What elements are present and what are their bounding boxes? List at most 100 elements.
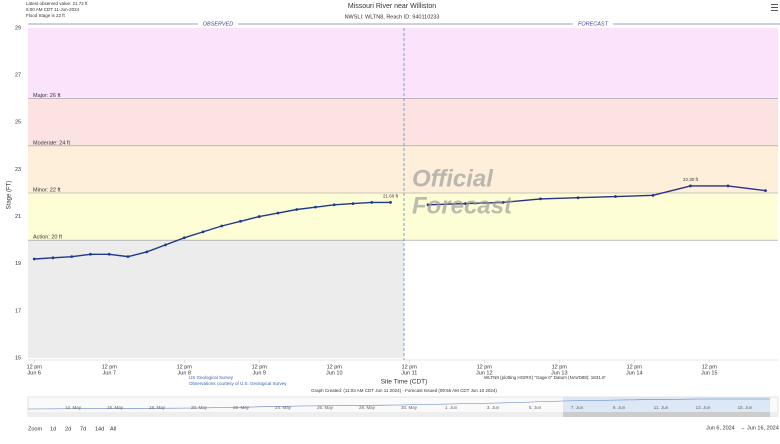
data-point — [539, 197, 542, 201]
navigator-label: 11. Jun — [654, 405, 669, 410]
data-point — [89, 252, 92, 256]
data-point — [257, 215, 261, 218]
x-tick-label: 12 pm — [327, 364, 343, 370]
flood-label: Minor: 22 ft — [33, 187, 61, 193]
data-point — [314, 205, 317, 209]
y-tick-label: 17 — [15, 308, 21, 314]
navigator-label: 14. May — [65, 405, 82, 410]
flood-band — [28, 193, 778, 241]
navigator-label: 30. May — [401, 405, 418, 410]
scrollbar[interactable] — [28, 412, 778, 417]
flood-label: Moderate: 24 ft — [33, 140, 70, 146]
y-tick-label: 15 — [15, 355, 21, 361]
navigator-label: 22. May — [233, 405, 250, 410]
y-tick-label: 27 — [15, 73, 21, 79]
data-point — [182, 236, 186, 240]
info: Flood Stage is 22 ft — [26, 13, 66, 18]
flood-band — [28, 28, 778, 99]
navigator-label: 1. Jun — [445, 405, 458, 410]
navigator-label: 13. Jun — [696, 405, 711, 410]
x-tick-label: 12 pm — [177, 364, 193, 370]
navigator-label: 16. May — [107, 405, 124, 410]
data-point — [351, 202, 355, 206]
scrollbar-thumb[interactable] — [563, 412, 770, 417]
below-action-band — [28, 240, 404, 358]
data-point — [689, 184, 692, 188]
data-point — [389, 201, 392, 204]
data-point — [145, 250, 149, 254]
data-label: 21.60 ft — [383, 194, 399, 199]
range-sep: → — [740, 425, 746, 431]
zoom-button[interactable]: 7d — [80, 426, 86, 432]
section-bg — [198, 20, 238, 28]
zoom-button[interactable]: All — [110, 426, 116, 432]
range-start[interactable]: Jun 6, 2024 — [706, 425, 735, 431]
data-point — [614, 195, 617, 198]
menu-icon[interactable] — [771, 4, 778, 11]
note: Observations courtesy of U.S. Geological… — [189, 381, 287, 386]
range-end[interactable]: Jun 16, 2024 — [747, 425, 779, 431]
navigator-label: 20. May — [191, 405, 208, 410]
chart-title: Missouri River near Williston — [348, 3, 436, 10]
data-point — [220, 224, 224, 228]
x-tick-date: Jun 9 — [253, 370, 266, 376]
navigator-label: 15. Jun — [738, 405, 753, 410]
data-point — [32, 257, 36, 261]
navigator-label: 9. Jun — [613, 405, 626, 410]
navigator-line — [27, 398, 770, 410]
x-tick-label: 12 pm — [252, 364, 268, 370]
navigator-selection[interactable] — [563, 397, 770, 415]
zoom-button[interactable]: 2d — [65, 426, 71, 432]
plot-area: Action: 20 ft Minor: 22 ft Moderate: 24 ft… — [15, 25, 778, 376]
data-point — [764, 189, 767, 193]
y-tick-label: 19 — [15, 261, 21, 267]
flood-band — [28, 145, 778, 193]
x-tick-label: 12 pm — [477, 364, 493, 370]
data-point — [501, 201, 505, 204]
navigator-label: 7. Jun — [571, 405, 584, 410]
y-tick-label: 23 — [15, 167, 21, 173]
y-tick-label: 21 — [15, 214, 21, 220]
x-tick-date: Jun 14 — [626, 370, 643, 376]
zoom-button[interactable]: 14d — [95, 426, 104, 432]
data-point — [239, 219, 242, 223]
x-tick-label: 12 pm — [102, 364, 118, 370]
note: Graph Created: (11:03 AM CDT Jun 11 2024… — [311, 388, 497, 393]
data-point — [276, 211, 280, 215]
navigator-label: 26. May — [317, 405, 334, 410]
note: US Geological Survey — [189, 375, 234, 380]
data-point — [51, 256, 55, 260]
x-tick-date: Jun 13 — [551, 370, 568, 376]
data-point — [126, 255, 130, 259]
watermark: Official — [412, 165, 494, 192]
navigator-label: 18. May — [149, 405, 166, 410]
data-point — [726, 184, 730, 188]
data-point — [164, 243, 167, 247]
x-tick-label: 12 pm — [627, 364, 643, 370]
flood-band — [28, 98, 778, 146]
x-tick-label: 12 pm — [702, 364, 718, 370]
x-tick-date: Jun 8 — [178, 370, 191, 376]
data-point — [70, 255, 74, 259]
data-point — [201, 230, 205, 234]
x-tick-date: Jun 15 — [701, 370, 718, 376]
flood-label: Action: 20 ft — [33, 235, 63, 241]
navigator-label: 5. Jun — [529, 405, 542, 410]
data-point — [426, 203, 430, 207]
section-bg — [573, 20, 613, 28]
data-point — [576, 196, 580, 200]
x-tick-label: 12 pm — [402, 364, 418, 370]
navigator-labels: 14. May 16. May 18. May 20. May 22. May 24. M… — [65, 405, 753, 410]
data-point — [332, 203, 336, 207]
y-tick-label: 29 — [15, 25, 21, 31]
x-tick-date: Jun 11 — [401, 370, 417, 376]
section-label: OBSERVED — [203, 21, 233, 27]
flood-label: Major: 26 ft — [33, 93, 61, 99]
y-tick-label: 25 — [15, 120, 21, 126]
data-point — [651, 193, 655, 197]
navigator-label: 3. Jun — [487, 405, 500, 410]
x-tick-date: Jun 7 — [103, 370, 116, 376]
zoom-button[interactable]: 1d — [50, 426, 56, 432]
section-label: FORECAST — [578, 21, 609, 27]
